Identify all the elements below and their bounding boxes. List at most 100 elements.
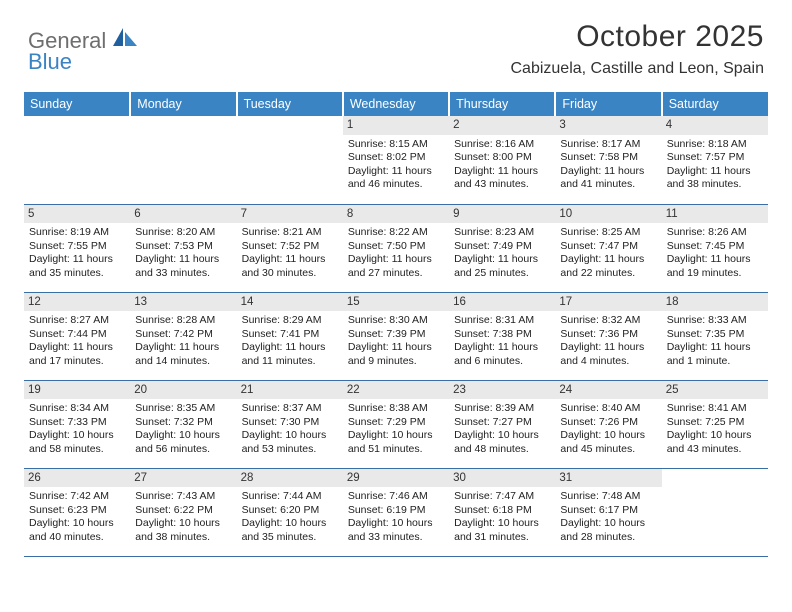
day-number: 7: [237, 205, 343, 224]
calendar-day-cell: [662, 468, 768, 556]
calendar-day-cell: 8Sunrise: 8:22 AMSunset: 7:50 PMDaylight…: [343, 204, 449, 292]
calendar-day-cell: 23Sunrise: 8:39 AMSunset: 7:27 PMDayligh…: [449, 380, 555, 468]
daylight-text: Daylight: 10 hours and 38 minutes.: [135, 517, 231, 544]
day-number: 18: [662, 293, 768, 312]
sunset-text: Sunset: 6:18 PM: [454, 504, 550, 517]
day-number: 26: [24, 469, 130, 488]
daylight-text: Daylight: 10 hours and 28 minutes.: [560, 517, 656, 544]
daylight-text: Daylight: 11 hours and 38 minutes.: [667, 165, 763, 192]
daylight-text: Daylight: 11 hours and 4 minutes.: [560, 341, 656, 368]
daylight-text: Daylight: 11 hours and 46 minutes.: [348, 165, 444, 192]
calendar-week-row: 12Sunrise: 8:27 AMSunset: 7:44 PMDayligh…: [24, 292, 768, 380]
day-number: 16: [449, 293, 555, 312]
calendar-day-cell: 17Sunrise: 8:32 AMSunset: 7:36 PMDayligh…: [555, 292, 661, 380]
sunrise-text: Sunrise: 8:20 AM: [135, 226, 231, 239]
title-block: October 2025 Cabizuela, Castille and Leo…: [511, 20, 765, 78]
sunrise-text: Sunrise: 8:16 AM: [454, 138, 550, 151]
sunset-text: Sunset: 7:53 PM: [135, 240, 231, 253]
sunset-text: Sunset: 6:20 PM: [242, 504, 338, 517]
calendar-day-cell: 25Sunrise: 8:41 AMSunset: 7:25 PMDayligh…: [662, 380, 768, 468]
calendar-day-cell: 1 Sunrise: 8:15 AMSunset: 8:02 PMDaylight…: [343, 116, 449, 204]
sunrise-text: Sunrise: 8:34 AM: [29, 402, 125, 415]
daylight-text: Daylight: 11 hours and 17 minutes.: [29, 341, 125, 368]
daylight-text: Daylight: 10 hours and 51 minutes.: [348, 429, 444, 456]
day-number: 27: [130, 469, 236, 488]
sunset-text: Sunset: 7:58 PM: [560, 151, 656, 164]
calendar-day-cell: 5Sunrise: 8:19 AMSunset: 7:55 PMDaylight…: [24, 204, 130, 292]
daylight-text: Daylight: 10 hours and 40 minutes.: [29, 517, 125, 544]
calendar-day-cell: 10Sunrise: 8:25 AMSunset: 7:47 PMDayligh…: [555, 204, 661, 292]
sunset-text: Sunset: 7:29 PM: [348, 416, 444, 429]
sunrise-text: Sunrise: 8:15 AM: [348, 138, 444, 151]
calendar-table: SundayMondayTuesdayWednesdayThursdayFrid…: [24, 92, 768, 557]
day-number: 31: [555, 469, 661, 488]
brand-text: General Blue: [28, 26, 137, 73]
sunset-text: Sunset: 8:02 PM: [348, 151, 444, 164]
daylight-text: Daylight: 11 hours and 11 minutes.: [242, 341, 338, 368]
day-number: 29: [343, 469, 449, 488]
sunset-text: Sunset: 7:41 PM: [242, 328, 338, 341]
day-number: 23: [449, 381, 555, 400]
day-number: 21: [237, 381, 343, 400]
day-number: 19: [24, 381, 130, 400]
sunset-text: Sunset: 7:25 PM: [667, 416, 763, 429]
sunset-text: Sunset: 7:49 PM: [454, 240, 550, 253]
daylight-text: Daylight: 11 hours and 41 minutes.: [560, 165, 656, 192]
brand-logo: General Blue: [28, 26, 137, 73]
sunrise-text: Sunrise: 7:43 AM: [135, 490, 231, 503]
calendar-week-row: 26Sunrise: 7:42 AMSunset: 6:23 PMDayligh…: [24, 468, 768, 556]
calendar-day-cell: 15Sunrise: 8:30 AMSunset: 7:39 PMDayligh…: [343, 292, 449, 380]
day-number: 13: [130, 293, 236, 312]
day-number: 12: [24, 293, 130, 312]
daylight-text: Daylight: 11 hours and 1 minute.: [667, 341, 763, 368]
sunset-text: Sunset: 7:35 PM: [667, 328, 763, 341]
day-number: 14: [237, 293, 343, 312]
day-number: 2: [449, 116, 555, 135]
day-number: 10: [555, 205, 661, 224]
sunrise-text: Sunrise: 8:28 AM: [135, 314, 231, 327]
sunrise-text: Sunrise: 7:46 AM: [348, 490, 444, 503]
calendar-day-cell: 26 Sunrise: 7:42 AMSunset: 6:23 PMDayligh…: [24, 468, 130, 556]
sunset-text: Sunset: 6:22 PM: [135, 504, 231, 517]
day-number: 25: [662, 381, 768, 400]
calendar-day-cell: 6Sunrise: 8:20 AMSunset: 7:53 PMDaylight…: [130, 204, 236, 292]
day-number: 5: [24, 205, 130, 224]
sunrise-text: Sunrise: 8:18 AM: [667, 138, 763, 151]
daylight-text: Daylight: 11 hours and 6 minutes.: [454, 341, 550, 368]
daylight-text: Daylight: 11 hours and 35 minutes.: [29, 253, 125, 280]
sunrise-text: Sunrise: 7:42 AM: [29, 490, 125, 503]
daylight-text: Daylight: 10 hours and 56 minutes.: [135, 429, 231, 456]
calendar-day-cell: 22Sunrise: 8:38 AMSunset: 7:29 PMDayligh…: [343, 380, 449, 468]
sunset-text: Sunset: 7:27 PM: [454, 416, 550, 429]
day-number: 6: [130, 205, 236, 224]
sunrise-text: Sunrise: 8:38 AM: [348, 402, 444, 415]
day-number: 1: [343, 116, 449, 135]
calendar-day-cell: 2Sunrise: 8:16 AMSunset: 8:00 PMDaylight…: [449, 116, 555, 204]
sunrise-text: Sunrise: 8:33 AM: [667, 314, 763, 327]
daylight-text: Daylight: 10 hours and 58 minutes.: [29, 429, 125, 456]
daylight-text: Daylight: 10 hours and 53 minutes.: [242, 429, 338, 456]
sunset-text: Sunset: 6:23 PM: [29, 504, 125, 517]
calendar-day-cell: 21Sunrise: 8:37 AMSunset: 7:30 PMDayligh…: [237, 380, 343, 468]
calendar-day-cell: [237, 116, 343, 204]
calendar-day-cell: 12 Sunrise: 8:27 AMSunset: 7:44 PMDayligh…: [24, 292, 130, 380]
location: Cabizuela, Castille and Leon, Spain: [511, 60, 765, 78]
daylight-text: Daylight: 10 hours and 35 minutes.: [242, 517, 338, 544]
weekday-header: Monday: [130, 92, 236, 116]
sunset-text: Sunset: 7:44 PM: [29, 328, 125, 341]
weekday-header-row: SundayMondayTuesdayWednesdayThursdayFrid…: [24, 92, 768, 116]
day-number: 20: [130, 381, 236, 400]
calendar-day-cell: 29Sunrise: 7:46 AMSunset: 6:19 PMDayligh…: [343, 468, 449, 556]
daylight-text: Daylight: 11 hours and 19 minutes.: [667, 253, 763, 280]
sunrise-text: Sunrise: 8:19 AM: [29, 226, 125, 239]
daylight-text: Daylight: 10 hours and 33 minutes.: [348, 517, 444, 544]
day-number: 17: [555, 293, 661, 312]
brand-blue: Blue: [28, 51, 137, 73]
weekday-header: Wednesday: [343, 92, 449, 116]
calendar-day-cell: 18 Sunrise: 8:33 AMSunset: 7:35 PMDayligh…: [662, 292, 768, 380]
sunrise-text: Sunrise: 8:27 AM: [29, 314, 125, 327]
sunset-text: Sunset: 7:36 PM: [560, 328, 656, 341]
sunset-text: Sunset: 7:26 PM: [560, 416, 656, 429]
header: General Blue October 2025 Cabizuela, Cas…: [0, 0, 792, 82]
calendar-day-cell: 30Sunrise: 7:47 AMSunset: 6:18 PMDayligh…: [449, 468, 555, 556]
